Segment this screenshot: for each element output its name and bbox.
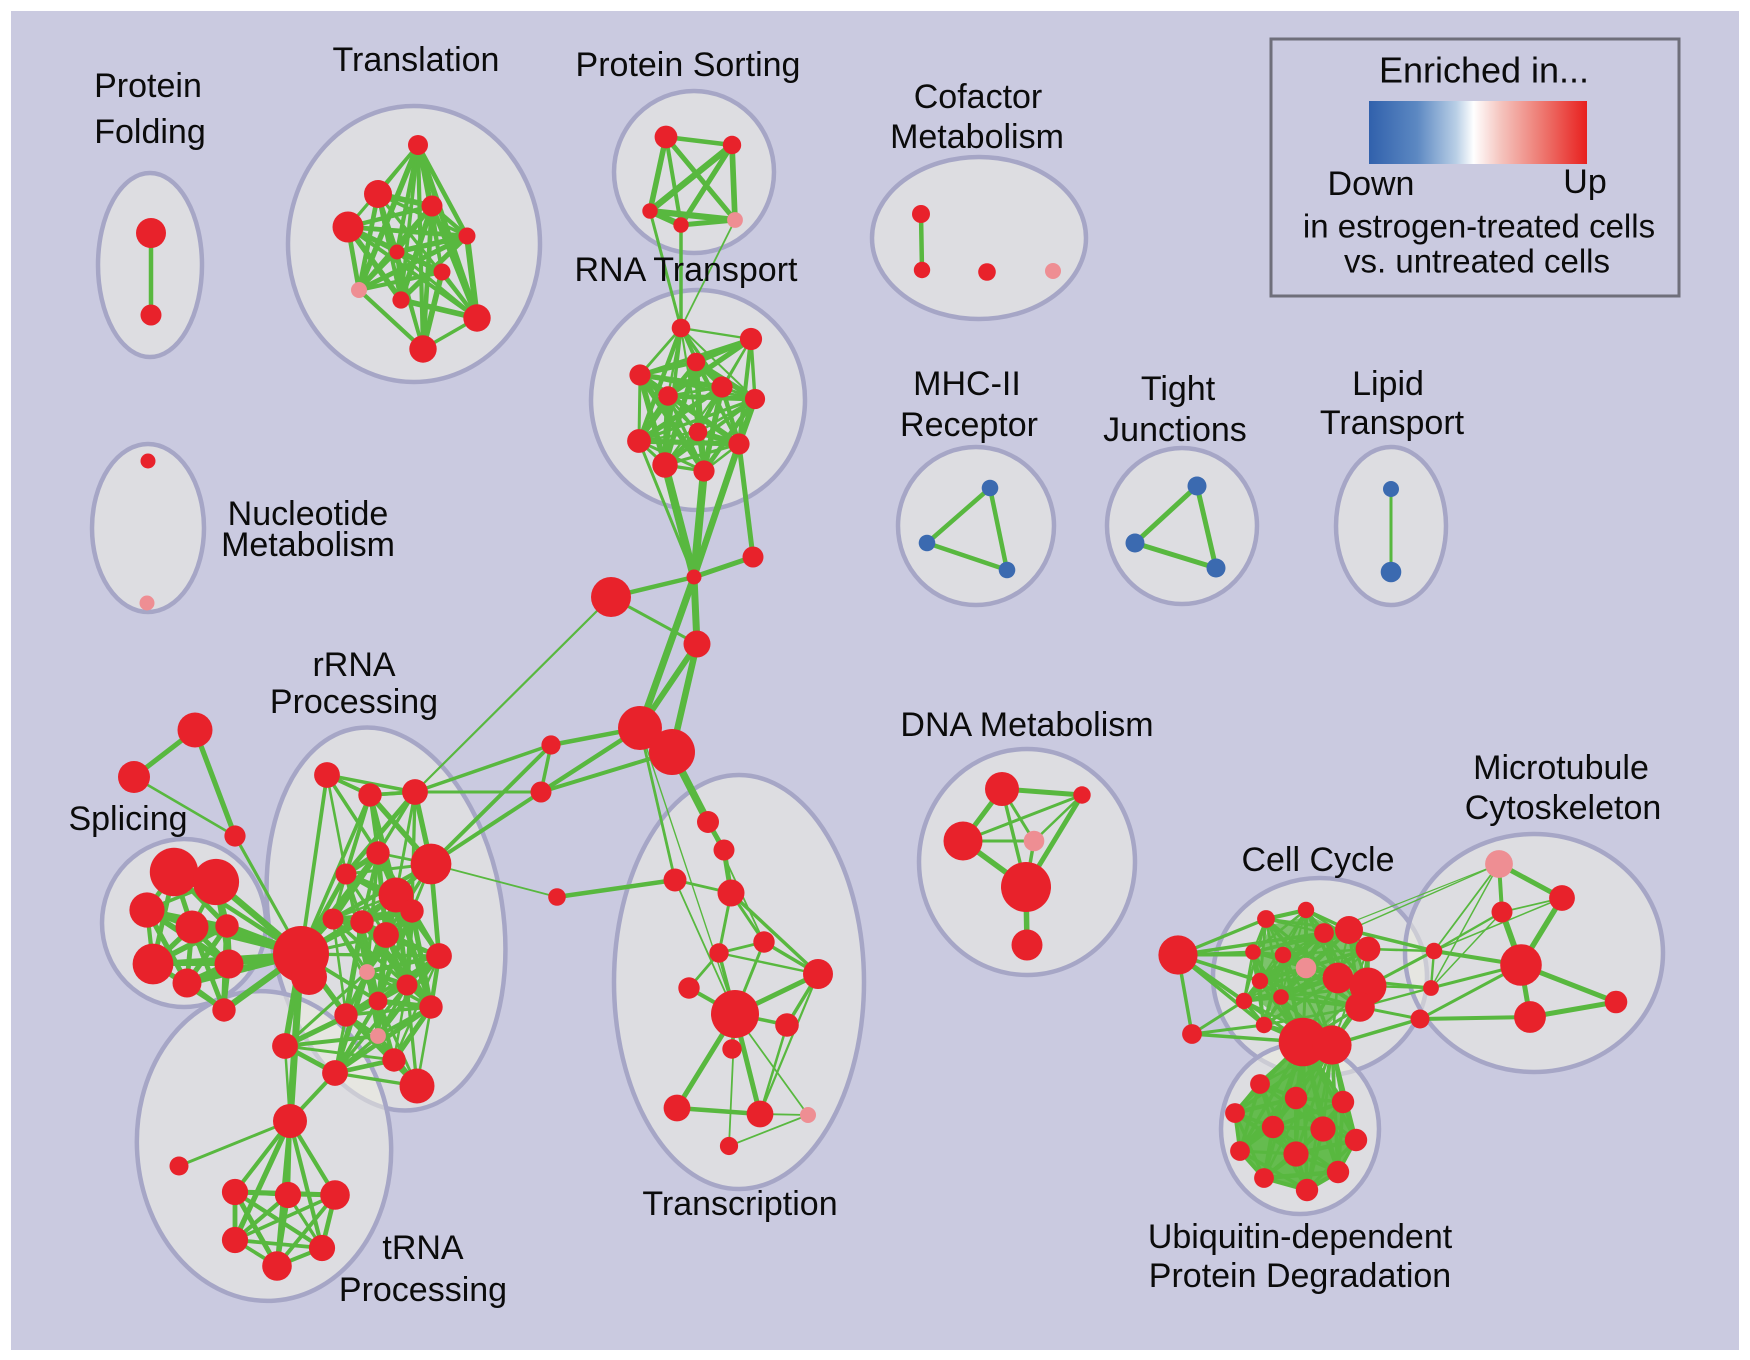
svg-text:Cytoskeleton: Cytoskeleton xyxy=(1465,789,1662,827)
svg-text:MHC-II: MHC-II xyxy=(913,365,1021,403)
svg-text:RNA Transport: RNA Transport xyxy=(575,251,799,289)
svg-text:Junctions: Junctions xyxy=(1103,411,1247,449)
svg-text:Cofactor: Cofactor xyxy=(914,78,1043,116)
svg-text:Lipid: Lipid xyxy=(1352,365,1424,403)
svg-text:Nucleotide: Nucleotide xyxy=(228,495,389,533)
svg-text:Cell Cycle: Cell Cycle xyxy=(1241,841,1394,879)
svg-text:Transcription: Transcription xyxy=(642,1185,837,1223)
svg-text:DNA Metabolism: DNA Metabolism xyxy=(900,706,1153,744)
svg-text:tRNA: tRNA xyxy=(382,1229,464,1267)
svg-text:Microtubule: Microtubule xyxy=(1473,749,1649,787)
svg-text:Receptor: Receptor xyxy=(900,406,1038,444)
svg-text:Metabolism: Metabolism xyxy=(221,526,395,564)
svg-text:Down: Down xyxy=(1328,165,1415,203)
svg-text:Metabolism: Metabolism xyxy=(890,118,1064,156)
svg-text:Tight: Tight xyxy=(1141,370,1216,408)
svg-text:Up: Up xyxy=(1563,163,1606,201)
svg-text:rRNA: rRNA xyxy=(312,646,395,684)
svg-text:Translation: Translation xyxy=(333,41,500,79)
svg-text:Splicing: Splicing xyxy=(68,800,187,838)
svg-text:in estrogen-treated cells: in estrogen-treated cells xyxy=(1303,208,1655,245)
svg-text:Protein: Protein xyxy=(94,67,202,105)
svg-text:Enriched in...: Enriched in... xyxy=(1379,50,1589,91)
svg-text:vs. untreated cells: vs. untreated cells xyxy=(1344,243,1610,280)
svg-text:Processing: Processing xyxy=(270,683,438,721)
svg-text:Ubiquitin-dependent: Ubiquitin-dependent xyxy=(1148,1218,1453,1256)
svg-text:Protein Sorting: Protein Sorting xyxy=(576,46,801,84)
svg-text:Folding: Folding xyxy=(94,113,206,151)
svg-text:Protein Degradation: Protein Degradation xyxy=(1149,1257,1451,1295)
svg-text:Processing: Processing xyxy=(339,1271,507,1309)
svg-text:Transport: Transport xyxy=(1320,404,1465,442)
